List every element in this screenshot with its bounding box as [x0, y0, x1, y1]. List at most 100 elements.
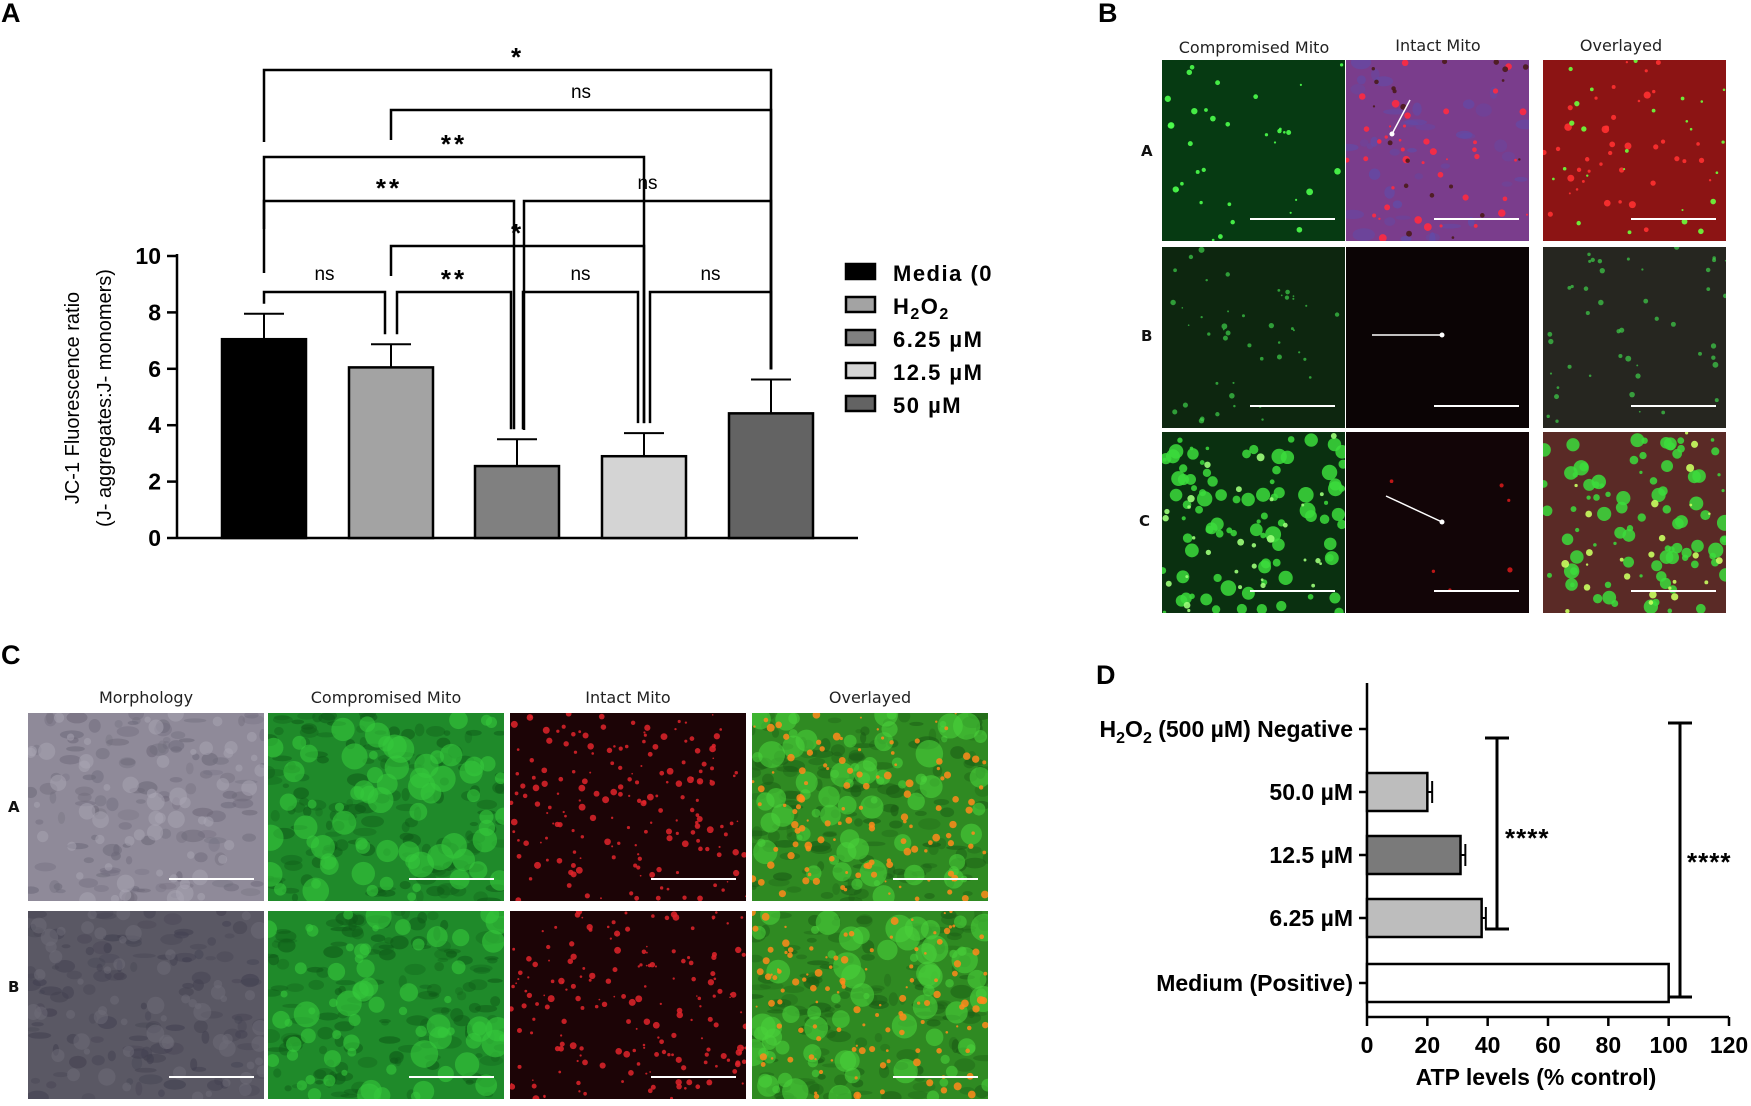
fluorescent-particle: [965, 806, 973, 814]
fluorescent-particle: [787, 753, 795, 762]
texture-blob: [1501, 151, 1515, 162]
fluorescent-particle: [656, 866, 662, 873]
fluorescent-particle: [452, 848, 476, 872]
fluorescent-particle: [1721, 489, 1725, 493]
texture-blob: [889, 820, 903, 829]
fluorescent-particle: [626, 1019, 631, 1024]
fluorescent-particle: [529, 715, 533, 719]
fluorescent-particle: [700, 1037, 704, 1040]
fluorescent-particle: [345, 943, 354, 952]
fluorescent-particle: [641, 949, 647, 954]
fluorescent-particle: [649, 821, 653, 824]
fluorescent-particle: [1201, 167, 1206, 173]
fluorescent-particle: [732, 774, 736, 778]
fluorescent-particle: [674, 727, 677, 731]
fluorescent-particle: [122, 1082, 132, 1092]
fluorescent-particle: [510, 818, 518, 826]
fluorescent-particle: [614, 946, 621, 954]
fluorescent-particle: [528, 877, 533, 881]
fluorescent-particle: [795, 729, 818, 752]
fluorescent-particle: [1181, 516, 1186, 521]
fluorescent-particle: [558, 1045, 564, 1052]
fluorescent-particle: [611, 845, 614, 848]
fluorescent-particle: [870, 796, 878, 804]
fluorescent-particle: [802, 877, 810, 885]
fluorescent-particle: [582, 966, 586, 970]
fluorescent-particle: [757, 785, 765, 793]
fluorescent-particle: [689, 736, 695, 742]
texture-blob: [201, 1030, 210, 1044]
fluorescent-particle: [1371, 67, 1375, 71]
texture-blob: [340, 1093, 359, 1098]
fluorescent-particle: [459, 760, 483, 784]
fluorescent-particle: [410, 1040, 439, 1068]
fluorescent-particle: [1598, 299, 1604, 306]
fluorescent-particle: [809, 946, 814, 951]
fluorescent-particle: [832, 1010, 850, 1029]
fluorescent-particle: [904, 864, 925, 886]
fluorescent-particle: [1222, 335, 1228, 341]
texture-blob: [157, 740, 167, 754]
fluorescent-particle: [811, 1069, 820, 1078]
fluorescent-particle: [49, 950, 63, 964]
fluorescent-particle: [1692, 552, 1699, 559]
fluorescent-particle: [1211, 605, 1221, 613]
fluorescent-particle: [542, 726, 550, 734]
fluorescent-particle: [1583, 286, 1589, 291]
fluorescent-particle: [742, 1023, 746, 1030]
fluorescent-particle: [1182, 402, 1188, 408]
fluorescent-particle: [1618, 353, 1623, 359]
texture-blob: [860, 726, 870, 736]
fluorescent-particle: [1278, 570, 1293, 585]
fluorescent-particle: [604, 838, 611, 846]
fluorescent-particle: [578, 803, 586, 811]
fluorescent-particle: [1675, 515, 1688, 528]
texture-blob: [464, 730, 473, 744]
fluorescent-particle: [515, 897, 522, 901]
fluorescent-particle: [95, 834, 105, 845]
texture-blob: [1475, 103, 1492, 117]
fluorescent-particle: [306, 835, 320, 849]
fluorescent-particle: [735, 1049, 743, 1056]
legend-entry: 6.25 µM: [893, 327, 983, 352]
fluorescent-particle: [161, 1036, 175, 1050]
fluorescent-particle: [351, 861, 375, 886]
fluorescent-particle: [967, 1090, 976, 1099]
fluorescent-particle: [982, 760, 987, 765]
fluorescent-particle: [341, 743, 368, 770]
fluorescent-particle: [1301, 503, 1305, 507]
fluorescent-particle: [1241, 314, 1245, 318]
fluorescent-particle: [190, 748, 197, 756]
fluorescent-particle: [777, 1072, 793, 1088]
fluorescent-particle: [632, 1048, 637, 1053]
texture-blob: [1395, 215, 1411, 220]
significance-bracket: [389, 244, 646, 424]
fluorescent-particle: [839, 1050, 860, 1071]
fluorescent-particle: [806, 749, 814, 756]
texture-blob: [140, 1002, 147, 1010]
fluorescent-particle: [1334, 607, 1344, 613]
fluorescent-particle: [1272, 465, 1281, 475]
texture-blob: [118, 822, 132, 830]
fluorescent-particle: [1568, 192, 1571, 195]
fluorescent-particle: [407, 851, 435, 878]
fluorescent-particle: [1218, 234, 1223, 239]
texture-blob: [782, 985, 805, 994]
texture-blob: [165, 1024, 185, 1031]
texture-blob: [54, 960, 76, 973]
texture-blob: [860, 732, 867, 744]
fluorescent-particle: [945, 1030, 949, 1034]
fluorescent-particle: [1601, 125, 1610, 134]
significance-label: **: [441, 264, 467, 294]
fluorescent-particle: [1437, 171, 1444, 178]
fluorescent-particle: [881, 721, 898, 738]
fluorescent-particle: [1639, 574, 1643, 578]
fluorescent-particle: [634, 895, 640, 901]
fluorescent-particle: [675, 780, 683, 787]
texture-blob: [762, 773, 774, 786]
fluorescent-particle: [935, 720, 938, 723]
fluorescent-particle: [1338, 485, 1345, 492]
fluorescent-particle: [587, 743, 594, 750]
fluorescent-particle: [915, 1048, 921, 1054]
fluorescent-particle: [583, 1091, 587, 1096]
